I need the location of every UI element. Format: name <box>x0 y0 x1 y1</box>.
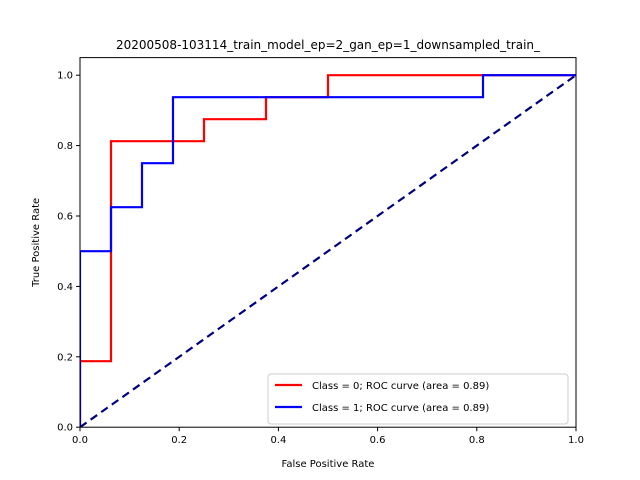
roc-series-class-0 <box>80 74 576 428</box>
y-tick-label: 0.2 <box>57 352 73 363</box>
plot-area <box>79 57 577 428</box>
legend: Class = 0; ROC curve (area = 0.89) Class … <box>267 373 569 425</box>
x-tick-label: 0.2 <box>171 435 187 446</box>
y-axis-ticks: 0.0 0.2 0.4 0.6 0.8 1.0 <box>57 71 80 434</box>
y-tick-label: 1.0 <box>57 71 73 82</box>
x-tick-label: 0.6 <box>370 435 386 446</box>
chart-title: 20200508-103114_train_model_ep=2_gan_ep=… <box>116 38 541 52</box>
chance-diagonal-line <box>80 74 576 428</box>
legend-entry-label: Class = 0; ROC curve (area = 0.89) <box>312 381 489 392</box>
x-tick-label: 1.0 <box>568 435 584 446</box>
y-tick-label: 0.8 <box>57 141 73 152</box>
x-tick-label: 0.0 <box>72 435 88 446</box>
legend-entry-label: Class = 1; ROC curve (area = 0.89) <box>312 403 489 414</box>
x-tick-label: 0.8 <box>469 435 485 446</box>
plot-frame <box>79 57 577 428</box>
y-tick-label: 0.4 <box>57 282 73 293</box>
legend-box <box>267 373 569 425</box>
y-axis-label: True Positive Rate <box>31 198 42 288</box>
y-tick-label: 0.0 <box>57 423 73 434</box>
x-axis-label: False Positive Rate <box>282 459 375 470</box>
x-tick-label: 0.4 <box>270 435 286 446</box>
roc-series-class-1 <box>80 74 576 428</box>
y-tick-label: 0.6 <box>57 212 73 223</box>
x-axis-ticks: 0.0 0.2 0.4 0.6 0.8 1.0 <box>72 427 584 446</box>
